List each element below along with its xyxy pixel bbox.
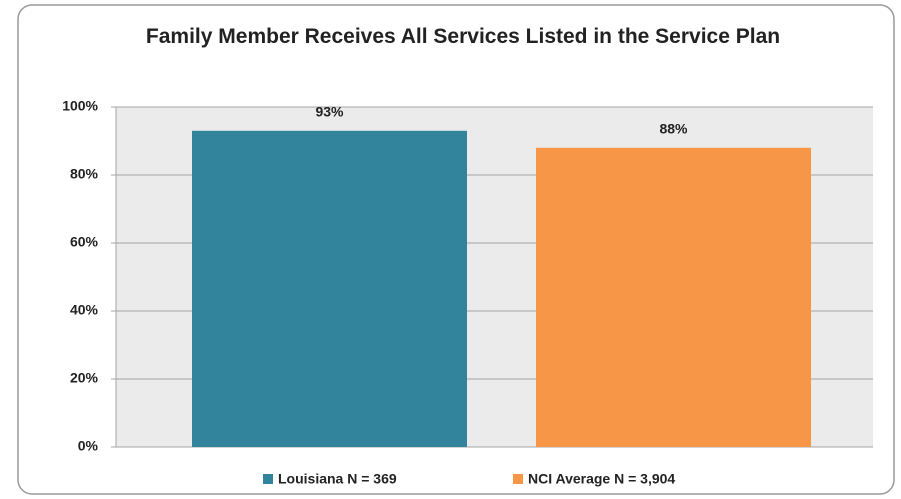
chart-title: Family Member Receives All Services List… (145, 25, 781, 48)
data-label: 93% (315, 104, 344, 120)
y-tick-label: 20% (70, 370, 99, 386)
bar (192, 130, 467, 448)
legend-label: NCI Average N = 3,904 (528, 471, 675, 487)
y-tick-label: 0% (78, 438, 99, 454)
legend-swatch (513, 474, 523, 484)
y-tick-label: 100% (62, 98, 98, 114)
data-label: 88% (659, 121, 688, 137)
y-tick-label: 60% (70, 234, 99, 250)
y-tick-label: 80% (70, 166, 99, 182)
legend-label: Louisiana N = 369 (278, 471, 397, 487)
legend-swatch (263, 474, 273, 484)
y-tick-label: 40% (70, 302, 99, 318)
bar (536, 147, 811, 448)
